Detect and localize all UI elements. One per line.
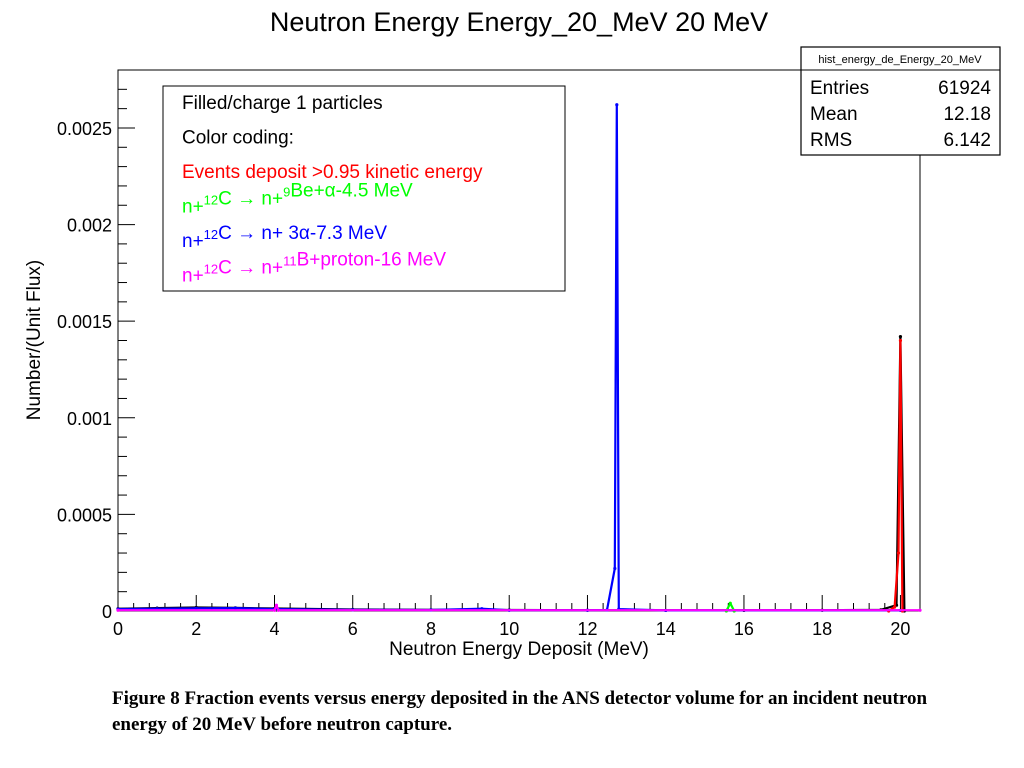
- stats-frame: [800, 46, 1001, 156]
- x-tick-label: 2: [191, 619, 201, 639]
- data-point: [898, 335, 903, 339]
- tick-labels: 0 2 4 6 8 10 12 14 16 18 20 0 0.0005 0.001 0.0015 0.002…: [57, 119, 911, 639]
- legend-text: C: [218, 258, 237, 279]
- legend-text: →: [237, 258, 256, 279]
- legend-entry: n+12C → n+11B+proton-16 MeV: [182, 250, 446, 287]
- legend-text: B+proton-16 MeV: [297, 250, 447, 271]
- x-tick-label: 12: [577, 619, 597, 639]
- data-point: [276, 608, 280, 612]
- data-point: [194, 606, 198, 610]
- x-tick-label: 0: [113, 619, 123, 639]
- stats-label: RMS: [810, 130, 852, 151]
- legend-superscript: 12: [204, 262, 218, 277]
- y-tick-label: 0.0005: [57, 505, 112, 525]
- legend-text: n+ 3α-7.3 MeV: [256, 223, 387, 244]
- y-tick-label: 0.0015: [57, 312, 112, 332]
- legend-superscript: 12: [204, 227, 218, 242]
- data-point: [728, 601, 732, 605]
- data-point: [274, 603, 279, 607]
- stats-histogram-name: hist_energy_de_Energy_20_MeV: [818, 54, 982, 66]
- x-tick-label: 16: [734, 619, 754, 639]
- data-point: [615, 103, 619, 107]
- x-tick-label: 6: [348, 619, 358, 639]
- legend-superscript: 11: [283, 254, 297, 269]
- x-axis-label: Neutron Energy Deposit (MeV): [389, 639, 649, 660]
- legend-entry: n+12C → n+ 3α-7.3 MeV: [182, 223, 387, 252]
- figure-caption: Figure 8 Fraction events versus energy d…: [112, 688, 928, 735]
- stats-value: 6.142: [943, 130, 991, 151]
- series-layer: [116, 103, 922, 613]
- legend-text: n+: [256, 258, 283, 279]
- legend-entry: Events deposit >0.95 kinetic energy: [182, 162, 483, 183]
- legend-text: C: [218, 223, 237, 244]
- y-tick-label: 0.001: [67, 409, 112, 429]
- legend-text: n+: [256, 189, 283, 210]
- data-point: [272, 608, 277, 612]
- x-tick-label: 18: [812, 619, 832, 639]
- legend-entry: Filled/charge 1 particles: [182, 93, 383, 114]
- data-point: [918, 608, 922, 612]
- stats-box: hist_energy_de_Energy_20_MeV Entries 6192…: [800, 46, 1001, 156]
- legend-text: n+: [182, 231, 204, 252]
- x-tick-label: 10: [499, 619, 519, 639]
- legend-text: C: [218, 189, 237, 210]
- data-point: [892, 605, 897, 609]
- stats-label: Mean: [810, 104, 858, 125]
- x-tick-label: 4: [269, 619, 279, 639]
- y-tick-label: 0.002: [67, 216, 112, 236]
- legend-superscript: 9: [283, 185, 290, 200]
- legend-superscript: 12: [204, 193, 218, 208]
- data-point: [896, 551, 901, 555]
- legend-frame: [162, 85, 566, 292]
- legend-text: →: [237, 223, 256, 244]
- legend-entry: Color coding:: [182, 128, 294, 149]
- data-point: [116, 608, 120, 612]
- data-point: [613, 566, 617, 571]
- y-tick-label: 0.0025: [57, 119, 112, 139]
- data-point: [233, 606, 237, 610]
- legend-text: n+: [182, 266, 204, 287]
- legend-entry: n+12C → n+9Be+α-4.5 MeV: [182, 181, 413, 218]
- legend: Filled/charge 1 particles Color coding: Ev…: [162, 85, 566, 292]
- y-tick-label: 0: [102, 602, 112, 622]
- stats-label: Entries: [810, 78, 869, 99]
- series-line-0: [117, 335, 906, 612]
- x-tick-label: 8: [426, 619, 436, 639]
- chart-title: Neutron Energy Energy_20_MeV 20 MeV: [270, 7, 768, 37]
- legend-text: n+: [182, 197, 204, 218]
- stats-value: 61924: [938, 78, 991, 99]
- series-line-2: [888, 339, 904, 612]
- x-tick-label: 20: [890, 619, 910, 639]
- stats-value: 12.18: [943, 104, 991, 125]
- data-point: [898, 338, 903, 343]
- legend-text: Be+α-4.5 MeV: [290, 181, 413, 202]
- legend-text: →: [237, 189, 256, 210]
- y-axis-label: Number/(Unit Flux): [24, 260, 45, 420]
- x-tick-label: 14: [656, 619, 676, 639]
